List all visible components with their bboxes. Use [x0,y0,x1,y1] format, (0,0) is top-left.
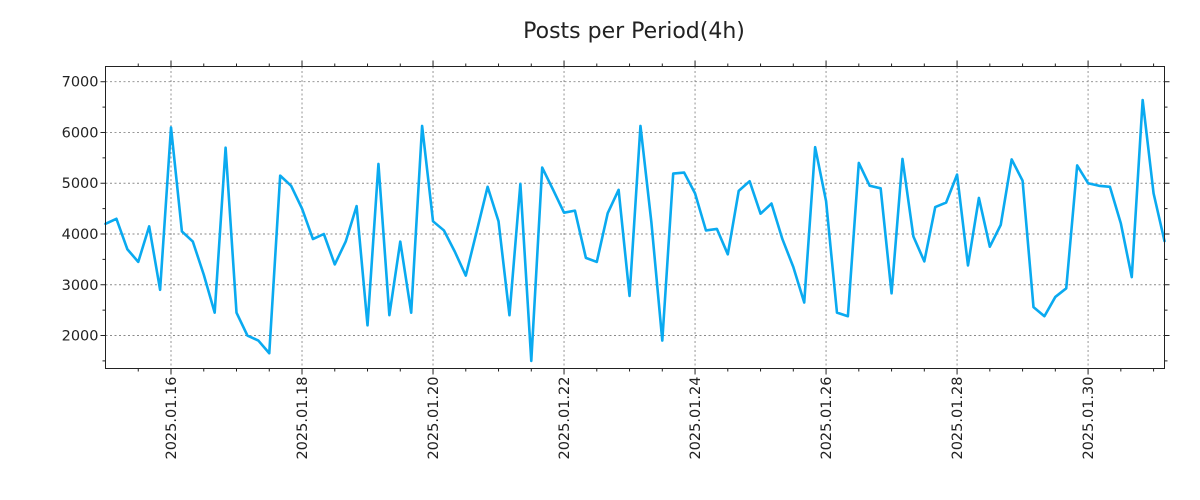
x-tick-label: 2025.01.22 [557,377,573,460]
x-tick-label: 2025.01.16 [164,377,180,460]
x-tick-label: 2025.01.26 [819,377,835,460]
chart-title: Posts per Period(4h) [523,19,745,44]
y-tick-label: 7000 [62,75,99,91]
y-tick-labels: 2000 3000 4000 5000 6000 7000 [62,75,99,345]
x-tick-label: 2025.01.20 [426,377,442,460]
y-tick-label: 4000 [62,227,99,243]
x-tick-label: 2025.01.28 [950,376,966,459]
x-tick-label: 2025.01.18 [295,377,311,460]
plot-frame [105,66,1165,369]
x-tick-labels: 2025.01.16 2025.01.18 2025.01.20 2025.01.22… [164,376,1097,459]
y-tick-label: 6000 [62,125,99,141]
y-tick-label: 2000 [62,329,99,345]
x-tick-label: 2025.01.30 [1081,377,1097,460]
series-line [104,98,1166,363]
y-tick-label: 3000 [62,278,99,294]
series-layer [104,98,1166,363]
y-tick-label: 5000 [62,176,99,192]
grid-layer [105,66,1165,369]
x-tick-label: 2025.01.24 [688,377,704,460]
